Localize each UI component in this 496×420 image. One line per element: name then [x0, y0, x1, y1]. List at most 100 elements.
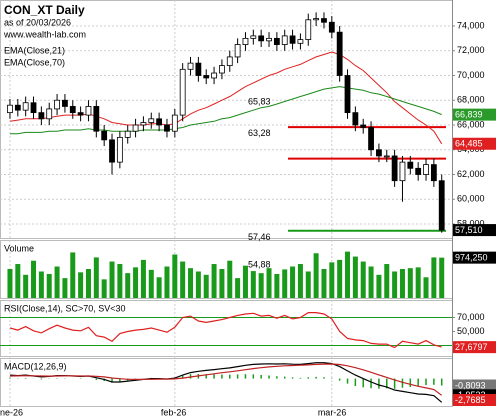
chart-title: CON_XT Daily: [4, 3, 85, 17]
volume-bar: [172, 254, 178, 298]
candle-body: [116, 136, 123, 163]
candle-body: [77, 112, 84, 116]
volume-bar: [38, 271, 44, 298]
y-tick-label: 50,000: [457, 326, 485, 336]
volume-bar: [188, 268, 194, 298]
subtitle: as of 20/03/2026: [4, 17, 71, 27]
y-tick-label: 74,000: [457, 20, 485, 30]
volume-bar: [313, 253, 319, 298]
candle-body: [376, 149, 382, 157]
volume-bar: [345, 251, 351, 298]
level-label: 65,83: [248, 96, 271, 106]
volume-bar: [31, 260, 37, 298]
macd-line: [9, 363, 443, 396]
volume-bar: [266, 268, 272, 298]
volume-bar: [78, 272, 84, 298]
value-marker-label: 27,6797: [455, 342, 488, 352]
candle-body: [156, 118, 163, 126]
y-tick-label: 60,000: [457, 194, 485, 204]
candle-body: [22, 102, 29, 111]
candle-body: [226, 56, 233, 66]
y-tick-label: 62,000: [457, 169, 485, 179]
volume-bar: [140, 259, 146, 298]
value-marker: [453, 224, 496, 237]
level-label: 63,28: [248, 128, 271, 138]
candle-body: [38, 112, 45, 120]
candle-body: [62, 99, 68, 107]
candle-body: [85, 106, 92, 116]
candle-body: [415, 167, 422, 175]
volume-bar: [23, 274, 29, 298]
candle-body: [164, 124, 170, 132]
candle-body: [266, 37, 272, 42]
x-tick-label: feb-26: [161, 407, 187, 417]
volume-bar: [219, 269, 225, 298]
candle-body: [305, 19, 312, 41]
volume-bar: [392, 271, 398, 298]
volume-bar: [321, 269, 327, 298]
volume-bar: [109, 261, 115, 298]
candle-body: [171, 114, 178, 132]
volume-bar: [376, 274, 382, 298]
candle-body: [203, 75, 210, 79]
panel-title: RSI(Close,14), SC>70, SV<30: [4, 303, 126, 313]
value-marker: [453, 251, 496, 264]
volume-bar: [368, 266, 374, 298]
volume-bar: [360, 261, 366, 298]
candle-body: [313, 18, 320, 21]
candle-body: [391, 155, 398, 182]
volume-bar: [423, 277, 429, 298]
ema-line: [10, 86, 442, 135]
candle-body: [273, 37, 280, 45]
volume-bar: [180, 261, 186, 298]
volume-bar: [133, 267, 139, 298]
candle-body: [407, 161, 414, 169]
candle-body: [30, 102, 37, 114]
candle-body: [258, 35, 265, 42]
level-label: 57,46: [248, 232, 271, 242]
volume-bar: [282, 269, 288, 298]
y-tick-label: 70,000: [457, 312, 485, 322]
candle-body: [242, 37, 249, 45]
candle-body: [148, 118, 155, 123]
candle-body: [69, 106, 76, 114]
candle-body: [109, 139, 115, 163]
candle-body: [328, 21, 335, 33]
value-marker: [453, 394, 496, 406]
candle-body: [124, 130, 131, 138]
volume-bar: [384, 264, 390, 298]
volume-bar: [242, 265, 248, 298]
candle-body: [7, 104, 13, 114]
volume-bar: [250, 271, 256, 298]
volume-bar: [93, 257, 99, 298]
value-marker: [453, 108, 496, 121]
candle-body: [14, 104, 21, 111]
y-tick-label: 66,000: [457, 119, 485, 129]
value-marker-label: -0,8093: [455, 380, 486, 390]
candle-body: [234, 44, 241, 58]
volume-bar: [46, 273, 52, 298]
value-marker-label: 64,485: [455, 139, 483, 149]
candle-body: [360, 124, 367, 128]
candle-body: [195, 62, 202, 76]
source: www.wealth-lab.com: [3, 29, 86, 39]
volume-bar: [156, 277, 162, 298]
panel-title: MACD(12,26,9): [4, 361, 67, 371]
candle-body: [132, 124, 139, 132]
candle-body: [219, 65, 225, 74]
volume-bar: [7, 269, 13, 298]
candle-body: [352, 112, 359, 126]
value-marker: [453, 341, 496, 354]
candle-body: [438, 180, 445, 231]
candle-body: [297, 39, 304, 44]
volume-bar: [227, 260, 233, 298]
volume-bar: [290, 266, 296, 298]
y-tick-label: 68,000: [457, 95, 485, 105]
volume-bar: [305, 271, 311, 298]
candle-body: [383, 155, 390, 158]
volume-bar: [148, 269, 154, 298]
y-tick-label: 72,000: [457, 45, 485, 55]
value-marker-label: -2,7685: [455, 395, 486, 405]
